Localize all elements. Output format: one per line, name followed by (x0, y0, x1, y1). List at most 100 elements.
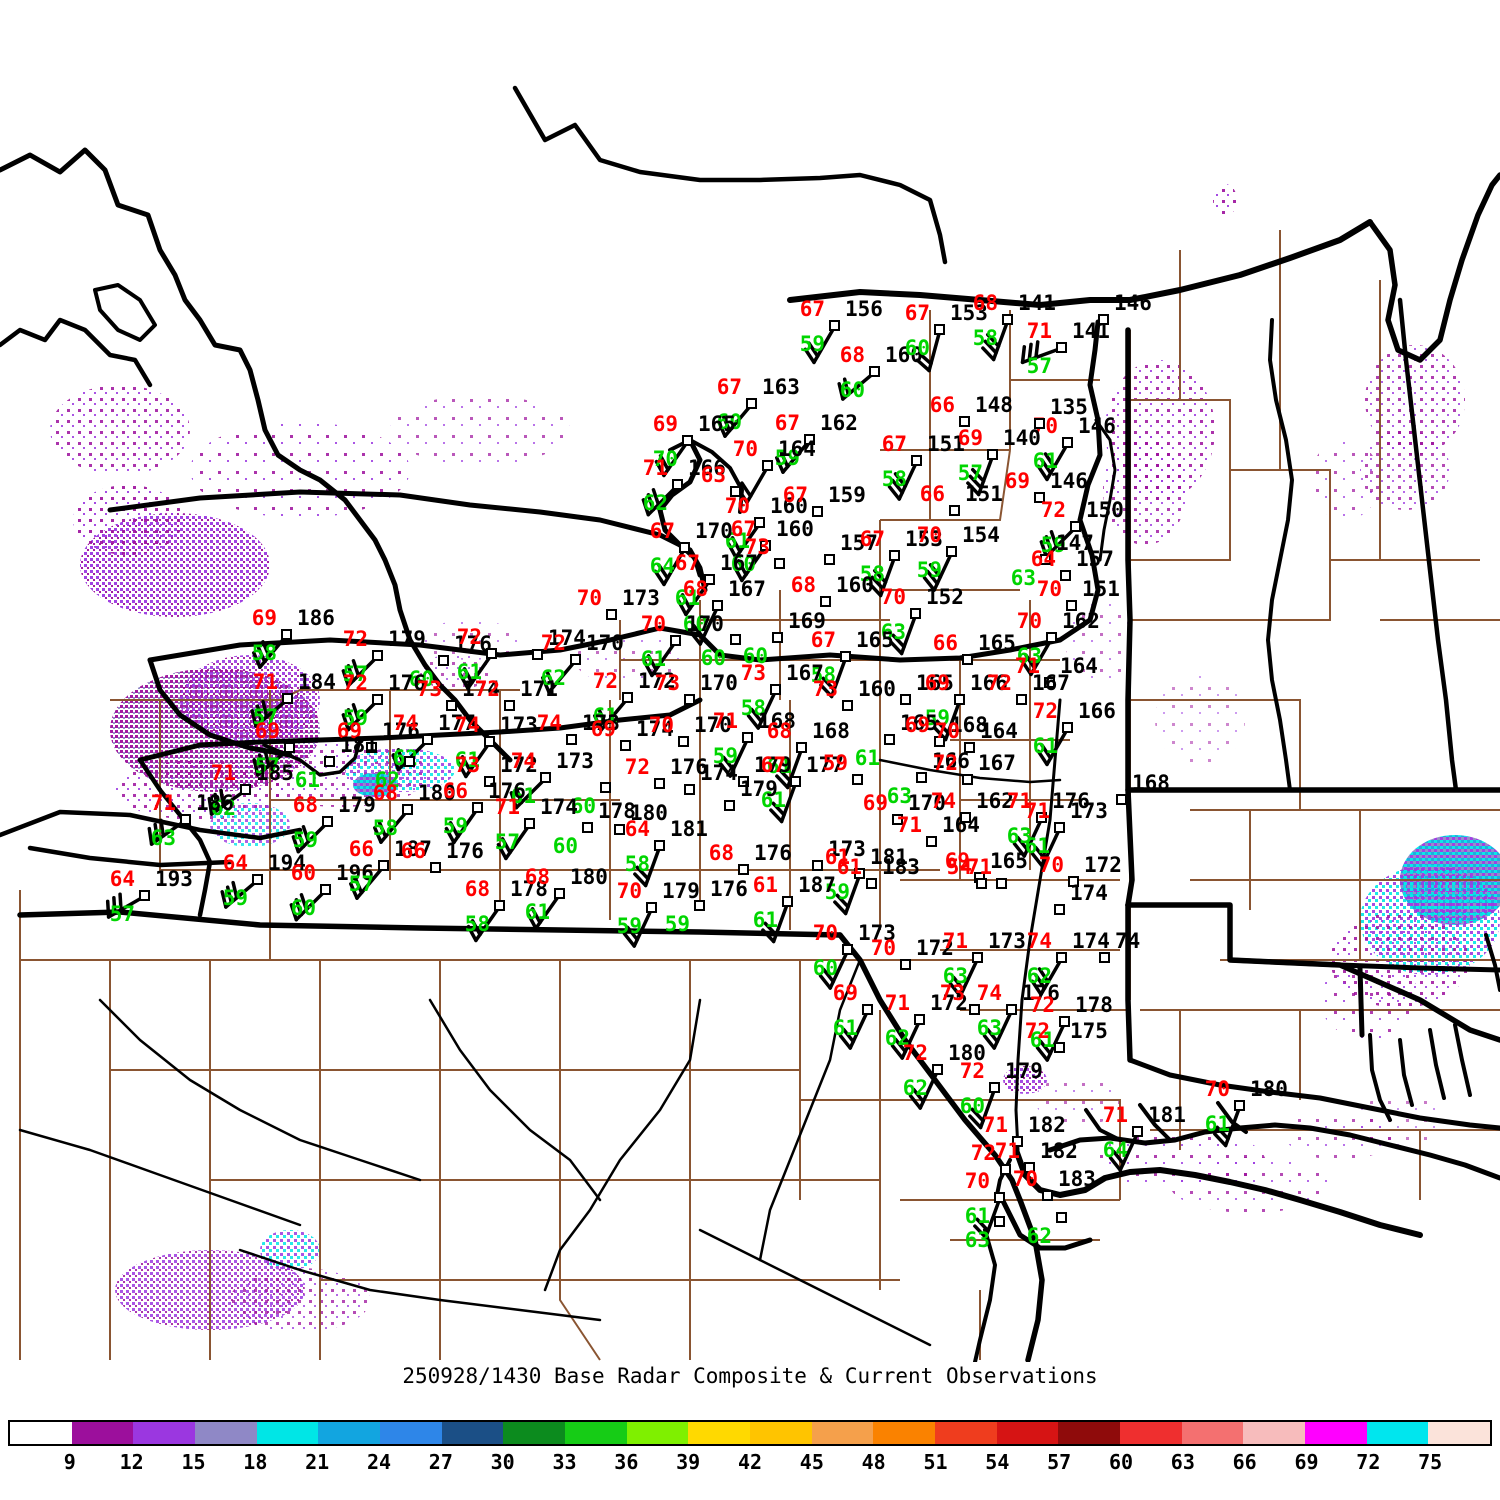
station-pressure: 176 (1022, 981, 1060, 1005)
wind-barb-flag (868, 582, 883, 598)
station-marker-icon (1016, 694, 1027, 705)
station-temperature: 72 (474, 677, 500, 701)
station-temperature: 72 (592, 669, 618, 693)
map-geography-svg (0, 85, 1500, 1362)
station-marker-icon (760, 540, 771, 551)
station-marker-icon (962, 654, 973, 665)
wind-barb-flag (470, 919, 482, 937)
station-temperature: 66 (929, 393, 955, 417)
station-pressure: 168 (950, 713, 988, 737)
wind-barb-flag (1027, 342, 1033, 362)
wind-barb-flag (301, 825, 311, 844)
wind-barb-flag (985, 1027, 1000, 1044)
station-pressure: 177 (806, 753, 844, 777)
wind-barb-flag (261, 640, 271, 658)
radar-map-canvas[interactable]: 67 59 156 68 60 160 67 60 153 68 58 141 71 57 141 146 70… (0, 0, 1500, 1362)
station-pressure: 146 (1050, 469, 1088, 493)
station-pressure: 165 (978, 631, 1016, 655)
station-marker-icon (252, 874, 263, 885)
colorbar-tick-15: 15 (181, 1450, 206, 1474)
station-pressure: 183 (882, 855, 920, 879)
wind-barb-flag (917, 351, 933, 366)
station-pressure: 181 (340, 733, 378, 757)
station-dewpoint: 63 (1010, 566, 1036, 590)
wind-barb-flag (147, 826, 154, 846)
station-marker-icon (774, 558, 785, 569)
wind-barb-flag (653, 569, 666, 587)
wind-barb-flag (112, 896, 117, 916)
station-marker-icon (1132, 1126, 1143, 1137)
station-pressure: 176 (1052, 789, 1090, 813)
station-temperature: 74 (454, 713, 480, 737)
station-marker-icon (1006, 1004, 1017, 1015)
station-temperature: 72 (540, 631, 566, 655)
wind-barb-flag (970, 1107, 985, 1123)
station-dewpoint: 59 (222, 886, 248, 910)
station-marker-icon (820, 596, 831, 607)
wind-barb-flag (250, 709, 258, 728)
station-marker-icon (911, 455, 922, 466)
station-temperature: 71 (966, 855, 992, 879)
wind-barb-flag (740, 481, 753, 498)
station-temperature: 70 (1036, 577, 1062, 601)
station-dewpoint: 60 (839, 378, 865, 402)
station-marker-icon (738, 864, 749, 875)
station-pressure: 180 (948, 1041, 986, 1065)
station-dewpoint: 61 (1032, 449, 1058, 473)
station-dewpoint: 59 (799, 332, 825, 356)
station-pressure: 157 (1076, 547, 1114, 571)
station-marker-icon (600, 782, 611, 793)
wind-barb-flag (717, 420, 727, 438)
station-pressure: 176 (488, 779, 526, 803)
station-temperature: 74 (392, 711, 418, 735)
station-temperature: 70 (812, 921, 838, 945)
station-pressure: 184 (298, 670, 336, 694)
station-marker-icon (1046, 632, 1057, 643)
colorbar-tick-57: 57 (1047, 1450, 1072, 1474)
wind-barb-flag (263, 748, 271, 768)
station-temperature: 69 (590, 717, 616, 741)
wind-barb-flag (893, 472, 908, 488)
station-pressure: 179 (388, 627, 426, 651)
wind-barb-flag (635, 865, 650, 881)
station-marker-icon (554, 888, 565, 899)
station-temperature: 70 (870, 936, 896, 960)
station-temperature: 73 (654, 671, 680, 695)
station-marker-icon (606, 609, 617, 620)
station-temperature: 66 (932, 631, 958, 655)
station-marker-icon (1054, 1042, 1065, 1053)
station-temperature: 67 (782, 483, 808, 507)
station-temperature: 72 (902, 1041, 928, 1065)
wind-barb-flag (597, 708, 608, 727)
colorbar-swatches (8, 1420, 1492, 1446)
station-pressure: 179 (754, 753, 792, 777)
wind-barb-flag (225, 885, 234, 905)
colorbar-tick-51: 51 (923, 1450, 948, 1474)
wind-barb-flag (1044, 535, 1054, 554)
station-pressure: 151 (965, 482, 1003, 506)
wind-barb-flag (1036, 464, 1049, 482)
station-temperature: 69 (251, 606, 277, 630)
station-pressure: 165 (916, 671, 954, 695)
wind-barb-flag (496, 842, 508, 861)
station-dewpoint: 57 (494, 830, 520, 854)
station-pressure: 176 (388, 671, 426, 695)
wind-barb-flag (887, 485, 902, 501)
wind-barb-flag (105, 899, 111, 919)
wind-barb-flag (1024, 653, 1037, 670)
colorbar-segment-5 (318, 1422, 381, 1444)
wind-barb-flag (893, 1037, 908, 1054)
station-pressure: 172 (916, 936, 954, 960)
station-pressure: 157 (840, 531, 878, 555)
station-dewpoint: 59 (292, 828, 318, 852)
station-temperature: 64 (109, 867, 135, 891)
station-temperature: 71 (896, 813, 922, 837)
station-dewpoint: 58 (881, 467, 907, 491)
station-dewpoint: 58 (740, 696, 766, 720)
station-dewpoint: 57 (1026, 354, 1052, 378)
station-dewpoint: 57 (109, 902, 135, 926)
station-dewpoint: 57 (252, 705, 278, 729)
station-marker-icon (1054, 904, 1065, 915)
station-temperature: 68 (708, 841, 734, 865)
station-pressure: 166 (970, 671, 1008, 695)
